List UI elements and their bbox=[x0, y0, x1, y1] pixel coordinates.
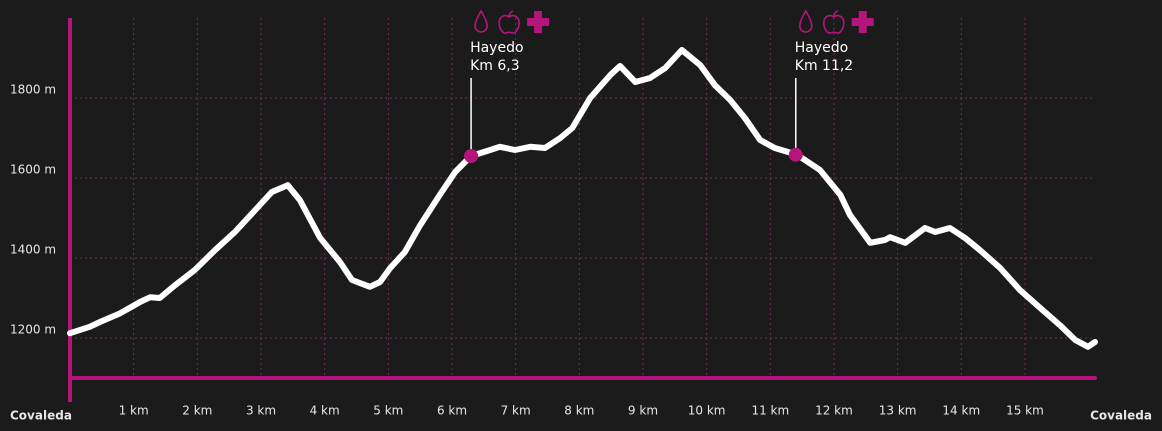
start-label: Covaleda bbox=[10, 409, 72, 423]
x-tick-label: 2 km bbox=[182, 404, 212, 418]
grid bbox=[70, 18, 1095, 378]
x-tick-label: 13 km bbox=[879, 404, 917, 418]
apple-icon bbox=[498, 10, 520, 34]
x-tick-label: 12 km bbox=[815, 404, 853, 418]
annotation-title: Hayedo bbox=[470, 40, 523, 56]
water-icon bbox=[798, 9, 813, 33]
x-tick-label: 9 km bbox=[628, 404, 658, 418]
x-tick-label: 1 km bbox=[119, 404, 149, 418]
x-tick-label: 4 km bbox=[310, 404, 340, 418]
annotation-label: Km 6,3 bbox=[470, 58, 520, 74]
elevation-line bbox=[67, 47, 1098, 350]
x-tick-label: 10 km bbox=[688, 404, 726, 418]
labels: 1200 m 1400 m 1600 m 1800 m 1 km 2 km 3 km 4 km… bbox=[10, 9, 1044, 418]
annotation-marker bbox=[788, 147, 803, 162]
x-tick-label: 14 km bbox=[942, 404, 980, 418]
x-tick-label: 6 km bbox=[437, 404, 467, 418]
y-tick-label: 1400 m bbox=[10, 243, 56, 257]
annotation-icons bbox=[798, 9, 874, 34]
annotation-title: Hayedo bbox=[795, 40, 848, 56]
x-tick-label: 3 km bbox=[246, 404, 276, 418]
medical-icon bbox=[527, 11, 550, 33]
plot bbox=[67, 47, 1098, 350]
y-tick-label: 1200 m bbox=[10, 323, 56, 337]
x-tick-label: 8 km bbox=[564, 404, 594, 418]
axes bbox=[68, 18, 1097, 402]
x-tick-label: 11 km bbox=[751, 404, 789, 418]
x-tick-label: 15 km bbox=[1006, 404, 1044, 418]
apple-icon bbox=[822, 10, 845, 34]
annotation-icons bbox=[474, 9, 550, 34]
annotation-label: Km 11,2 bbox=[795, 58, 853, 74]
annotation-marker bbox=[464, 149, 479, 163]
medical-icon bbox=[851, 11, 874, 33]
x-tick-label: 5 km bbox=[373, 404, 403, 418]
end-label: Covaleda bbox=[1090, 409, 1152, 423]
x-tick-label: 7 km bbox=[501, 404, 531, 418]
y-tick-label: 1600 m bbox=[10, 163, 56, 177]
water-icon bbox=[474, 9, 488, 33]
y-tick-label: 1800 m bbox=[10, 83, 56, 97]
